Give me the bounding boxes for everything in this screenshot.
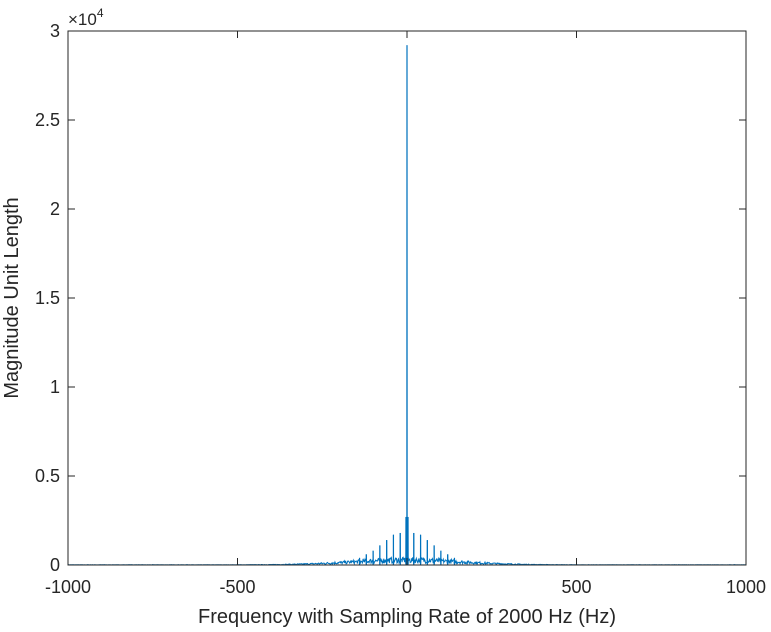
y-tick-label: 1 — [50, 377, 60, 397]
y-tick-label: 2 — [50, 199, 60, 219]
y-tick-label: 1.5 — [35, 288, 60, 308]
ticks-layer: -1000 -500 0 500 1000 0 0.5 1 1.5 2 2.5 3 — [35, 21, 766, 597]
x-tick-label: -500 — [219, 577, 255, 597]
y-exponent-power: 4 — [97, 6, 104, 20]
x-tick-label: 500 — [561, 577, 591, 597]
y-tick-label: 0 — [50, 555, 60, 575]
y-tick-label: 0.5 — [35, 466, 60, 486]
y-axis-label: Magnitude Unit Length — [1, 197, 23, 398]
y-tick-label: 3 — [50, 21, 60, 41]
y-exponent-base: ×10 — [68, 10, 97, 29]
y-tick-label: 2.5 — [35, 110, 60, 130]
x-tick-label: -1000 — [45, 577, 91, 597]
x-axis-label: Frequency with Sampling Rate of 2000 Hz … — [198, 606, 616, 628]
y-exponent-label: ×104 — [68, 6, 104, 29]
x-tick-label: 0 — [402, 577, 412, 597]
x-tick-label: 1000 — [726, 577, 766, 597]
